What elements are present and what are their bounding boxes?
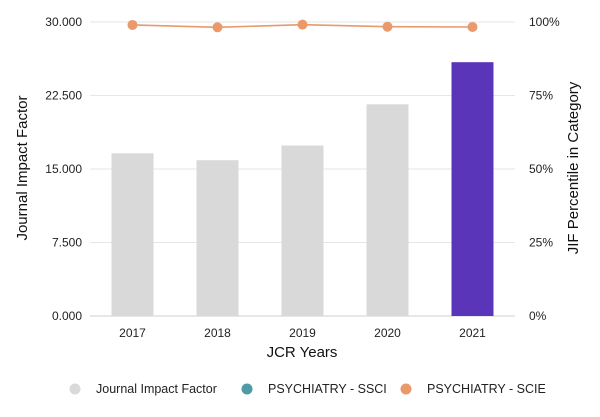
x-tick-label: 2021 xyxy=(459,326,486,340)
x-tick-label: 2018 xyxy=(204,326,231,340)
right-y-axis: 0% 25% 50% 75% 100% xyxy=(529,15,560,323)
left-y-tick-label: 30.000 xyxy=(45,15,82,29)
right-y-tick-label: 100% xyxy=(529,15,560,29)
legend-label[interactable]: Journal Impact Factor xyxy=(96,382,217,396)
x-tick-label: 2020 xyxy=(374,326,401,340)
bar-2018[interactable] xyxy=(196,160,239,316)
x-axis: 2017 2018 2019 2020 2021 xyxy=(119,326,486,340)
right-y-tick-label: 75% xyxy=(529,89,553,103)
left-y-tick-label: 22.500 xyxy=(45,89,82,103)
bar-2021[interactable] xyxy=(451,62,494,317)
left-y-tick-label: 0.000 xyxy=(52,309,82,323)
legend-label[interactable]: PSYCHIATRY - SSCI xyxy=(268,382,387,396)
legend: Journal Impact Factor PSYCHIATRY - SSCI PS… xyxy=(69,382,546,396)
line-series xyxy=(127,19,478,33)
legend-marker xyxy=(69,383,81,395)
legend-marker xyxy=(241,383,253,395)
bar-2019[interactable] xyxy=(281,145,324,316)
right-y-tick-label: 50% xyxy=(529,162,553,176)
line-point[interactable] xyxy=(212,22,223,33)
left-y-tick-label: 15.000 xyxy=(45,162,82,176)
line-point[interactable] xyxy=(127,19,138,30)
bar-2020[interactable] xyxy=(366,104,409,316)
left-y-tick-label: 7.500 xyxy=(52,236,82,250)
left-y-axis-title: Journal Impact Factor xyxy=(14,95,31,240)
x-axis-title: JCR Years xyxy=(267,344,338,361)
x-tick-label: 2019 xyxy=(289,326,316,340)
legend-label[interactable]: PSYCHIATRY - SCIE xyxy=(427,382,546,396)
legend-marker xyxy=(400,383,412,395)
left-y-axis: 0.000 7.500 15.000 22.500 30.000 xyxy=(45,15,82,323)
line-point[interactable] xyxy=(297,19,308,30)
x-tick-label: 2017 xyxy=(119,326,146,340)
bar-2017[interactable] xyxy=(111,153,154,316)
right-y-tick-label: 0% xyxy=(529,309,547,323)
line-point[interactable] xyxy=(382,21,393,32)
line-point[interactable] xyxy=(467,21,478,32)
right-y-tick-label: 25% xyxy=(529,236,553,250)
bar-series xyxy=(111,62,494,317)
right-y-axis-title: JIF Percentile in Category xyxy=(565,81,582,254)
